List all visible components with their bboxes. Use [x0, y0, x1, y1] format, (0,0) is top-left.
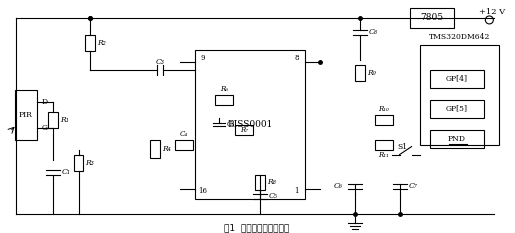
- Text: G: G: [42, 124, 47, 132]
- Bar: [430, 70, 485, 88]
- Text: PIR: PIR: [19, 111, 32, 119]
- Text: GP[5]: GP[5]: [445, 105, 468, 113]
- Text: R₆: R₆: [220, 85, 228, 93]
- Text: C₄: C₄: [180, 130, 188, 138]
- Text: C₂: C₂: [227, 120, 235, 128]
- Text: C₅: C₅: [269, 192, 278, 200]
- Text: R₇: R₇: [240, 126, 248, 134]
- Text: C₇: C₇: [408, 182, 418, 191]
- Bar: [255, 175, 265, 190]
- Text: GP[4]: GP[4]: [445, 75, 468, 83]
- Bar: [375, 115, 392, 125]
- Text: C₃: C₃: [156, 58, 165, 66]
- Text: S1: S1: [398, 143, 408, 151]
- Bar: [175, 140, 193, 150]
- Text: R₂: R₂: [97, 39, 106, 47]
- Bar: [430, 130, 485, 147]
- Text: 1: 1: [295, 188, 299, 195]
- Text: 8: 8: [295, 54, 299, 62]
- Text: R₃: R₃: [85, 158, 94, 167]
- Bar: [15, 90, 37, 140]
- Text: PND: PND: [448, 135, 466, 143]
- Text: R₁₁: R₁₁: [379, 151, 389, 159]
- Text: R₄: R₄: [162, 145, 171, 153]
- Text: R₉: R₉: [367, 69, 375, 77]
- Text: R₈: R₈: [267, 178, 276, 186]
- Bar: [150, 140, 160, 158]
- Bar: [47, 112, 58, 128]
- Text: C₈: C₈: [369, 28, 377, 36]
- Text: 7805: 7805: [420, 14, 443, 22]
- Text: 图1  电路原理框架示意图: 图1 电路原理框架示意图: [225, 223, 289, 232]
- Bar: [375, 140, 392, 150]
- Bar: [74, 154, 83, 171]
- Text: 9: 9: [201, 54, 205, 62]
- Text: D: D: [42, 98, 48, 106]
- Bar: [195, 50, 305, 199]
- Text: +12 V: +12 V: [479, 8, 506, 16]
- Text: R₁: R₁: [61, 116, 70, 124]
- Bar: [430, 100, 485, 118]
- Text: C₁: C₁: [62, 168, 71, 175]
- Bar: [420, 45, 500, 145]
- Bar: [409, 8, 454, 28]
- Bar: [85, 35, 95, 51]
- Text: TMS320DM642: TMS320DM642: [429, 33, 490, 41]
- Text: 16: 16: [199, 188, 208, 195]
- Bar: [355, 65, 365, 81]
- Bar: [235, 125, 253, 135]
- Text: C₆: C₆: [334, 182, 343, 191]
- Bar: [215, 95, 233, 105]
- Text: BISS0001: BISS0001: [227, 120, 273, 129]
- Text: R₁₀: R₁₀: [379, 105, 389, 113]
